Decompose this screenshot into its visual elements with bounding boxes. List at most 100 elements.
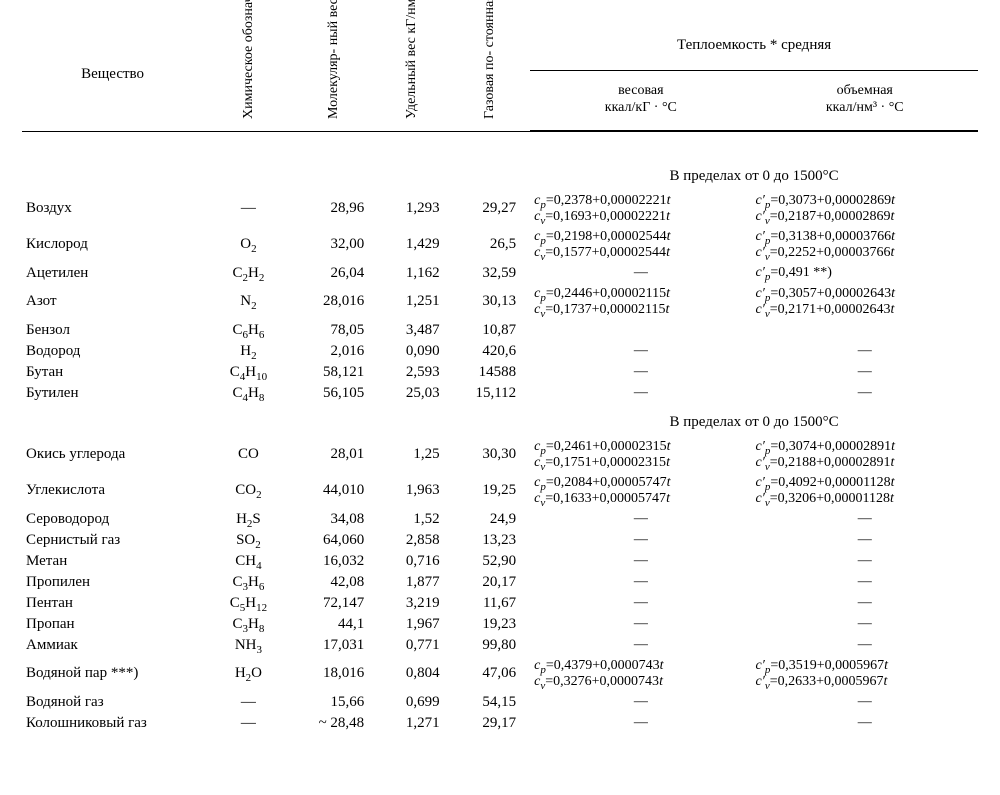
heat-weight-cell: — xyxy=(530,572,751,593)
substance-cell: Колошниковый газ xyxy=(22,713,203,734)
molweight-cell: 28,016 xyxy=(294,284,375,320)
range-heading: В пределах от 0 до 1500°C xyxy=(22,404,978,437)
table-row: Сернистый газSO264,0602,85813,23—— xyxy=(22,530,978,551)
header-gasconst: Газовая по- стоянная R кГм/кГ · °C xyxy=(450,18,531,130)
substance-cell: Пропан xyxy=(22,614,203,635)
heat-weight-cell: — xyxy=(530,593,751,614)
specweight-cell: 1,967 xyxy=(374,614,449,635)
molweight-cell: 28,96 xyxy=(294,191,375,227)
substance-cell: Водяной газ xyxy=(22,692,203,713)
gasconst-cell: 30,13 xyxy=(450,284,531,320)
range-heading: В пределах от 0 до 1500°C xyxy=(22,158,978,191)
substance-cell: Бутилен xyxy=(22,383,203,404)
gasconst-cell: 29,27 xyxy=(450,191,531,227)
molweight-cell: ~ 28,48 xyxy=(294,713,375,734)
table-row: Водяной пар ***)H2O18,0160,80447,06cp=0,… xyxy=(22,656,978,692)
molweight-cell: 32,00 xyxy=(294,227,375,263)
substance-cell: Водяной пар ***) xyxy=(22,656,203,692)
molweight-cell: 15,66 xyxy=(294,692,375,713)
heat-weight-cell: — xyxy=(530,551,751,572)
substance-cell: Аммиак xyxy=(22,635,203,656)
specweight-cell: 0,699 xyxy=(374,692,449,713)
table-row: УглекислотаCO244,0101,96319,25cp=0,2084+… xyxy=(22,473,978,509)
heat-volume-cell: — xyxy=(752,593,978,614)
gasconst-cell: 420,6 xyxy=(450,341,531,362)
specweight-cell: 1,271 xyxy=(374,713,449,734)
heat-weight-cell xyxy=(530,320,751,341)
molweight-cell: 2,016 xyxy=(294,341,375,362)
heat-weight-cell: — xyxy=(530,509,751,530)
gasconst-cell: 24,9 xyxy=(450,509,531,530)
molweight-cell: 78,05 xyxy=(294,320,375,341)
heat-weight-cell: cp=0,2461+0,00002315tcv=0,1751+0,0000231… xyxy=(530,437,751,473)
specweight-cell: 2,858 xyxy=(374,530,449,551)
specweight-cell: 1,162 xyxy=(374,263,449,284)
substance-cell: Воздух xyxy=(22,191,203,227)
table-row: БутиленC4H856,10525,0315,112—— xyxy=(22,383,978,404)
table-row: АзотN228,0161,25130,13cp=0,2446+0,000021… xyxy=(22,284,978,320)
substance-cell: Азот xyxy=(22,284,203,320)
heat-volume-cell: c′p=0,3074+0,00002891tc′v=0,2188+0,00002… xyxy=(752,437,978,473)
gasconst-cell: 30,30 xyxy=(450,437,531,473)
heat-weight-cell: cp=0,2198+0,00002544tcv=0,1577+0,0000254… xyxy=(530,227,751,263)
heat-volume-cell xyxy=(752,320,978,341)
gasconst-cell: 29,17 xyxy=(450,713,531,734)
substance-cell: Сероводород xyxy=(22,509,203,530)
header-heat-volume: объемная ккал/нм³ · °C xyxy=(752,70,978,130)
chem-cell: CO2 xyxy=(203,473,294,509)
heat-volume-cell: c′p=0,4092+0,00001128tc′v=0,3206+0,00001… xyxy=(752,473,978,509)
substance-cell: Метан xyxy=(22,551,203,572)
gasconst-cell: 19,23 xyxy=(450,614,531,635)
chem-cell: C4H8 xyxy=(203,383,294,404)
gas-properties-table: Вещество Химическое обозначение Молекуля… xyxy=(22,18,978,734)
substance-cell: Окись углерода xyxy=(22,437,203,473)
chem-cell: H2S xyxy=(203,509,294,530)
substance-cell: Бутан xyxy=(22,362,203,383)
table-row: Колошниковый газ—~ 28,481,27129,17—— xyxy=(22,713,978,734)
gasconst-cell: 99,80 xyxy=(450,635,531,656)
specweight-cell: 1,52 xyxy=(374,509,449,530)
heat-weight-cell: — xyxy=(530,383,751,404)
molweight-cell: 34,08 xyxy=(294,509,375,530)
chem-cell: CH4 xyxy=(203,551,294,572)
gasconst-cell: 11,67 xyxy=(450,593,531,614)
heat-weight-cell: — xyxy=(530,263,751,284)
heat-weight-cell: cp=0,2378+0,00002221tcv=0,1693+0,0000222… xyxy=(530,191,751,227)
molweight-cell: 42,08 xyxy=(294,572,375,593)
specweight-cell: 1,293 xyxy=(374,191,449,227)
heat-weight-cell: — xyxy=(530,614,751,635)
table-row: КислородO232,001,42926,5cp=0,2198+0,0000… xyxy=(22,227,978,263)
molweight-cell: 72,147 xyxy=(294,593,375,614)
substance-cell: Углекислота xyxy=(22,473,203,509)
gasconst-cell: 15,112 xyxy=(450,383,531,404)
heat-volume-cell: c′p=0,3073+0,00002869tc′v=0,2187+0,00002… xyxy=(752,191,978,227)
heat-volume-cell: — xyxy=(752,614,978,635)
molweight-cell: 44,1 xyxy=(294,614,375,635)
substance-cell: Бензол xyxy=(22,320,203,341)
gasconst-cell: 52,90 xyxy=(450,551,531,572)
specweight-cell: 0,804 xyxy=(374,656,449,692)
gasconst-cell: 13,23 xyxy=(450,530,531,551)
table-row: Окись углеродаCO28,011,2530,30cp=0,2461+… xyxy=(22,437,978,473)
gasconst-cell: 14588 xyxy=(450,362,531,383)
chem-cell: C3H8 xyxy=(203,614,294,635)
table-row: ВодородH22,0160,090420,6—— xyxy=(22,341,978,362)
chem-cell: C2H2 xyxy=(203,263,294,284)
specweight-cell: 3,487 xyxy=(374,320,449,341)
heat-volume-cell: — xyxy=(752,551,978,572)
table-header: Вещество Химическое обозначение Молекуля… xyxy=(22,18,978,131)
substance-cell: Сернистый газ xyxy=(22,530,203,551)
heat-weight-cell: — xyxy=(530,692,751,713)
molweight-cell: 18,016 xyxy=(294,656,375,692)
heat-volume-cell: — xyxy=(752,341,978,362)
heat-weight-cell: — xyxy=(530,341,751,362)
molweight-cell: 16,032 xyxy=(294,551,375,572)
specweight-cell: 25,03 xyxy=(374,383,449,404)
table-row: ПропиленC3H642,081,87720,17—— xyxy=(22,572,978,593)
heat-weight-cell: — xyxy=(530,362,751,383)
table-body: В пределах от 0 до 1500°CВоздух—28,961,2… xyxy=(22,131,978,734)
table-row: БензолC6H678,053,48710,87 xyxy=(22,320,978,341)
table-row: Воздух—28,961,29329,27cp=0,2378+0,000022… xyxy=(22,191,978,227)
substance-cell: Пентан xyxy=(22,593,203,614)
heat-weight-cell: — xyxy=(530,713,751,734)
